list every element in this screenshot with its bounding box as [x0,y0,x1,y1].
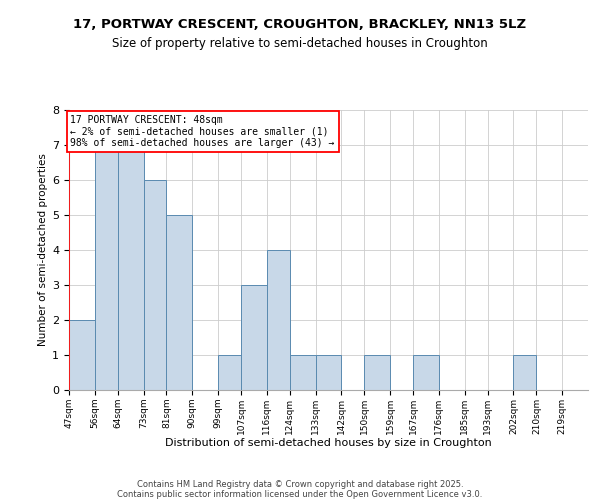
Bar [364,355,390,390]
Bar [316,355,341,390]
Bar [118,145,143,390]
Bar [143,180,166,390]
Bar [514,355,536,390]
Bar [267,250,290,390]
Bar [166,215,192,390]
Bar [290,355,316,390]
Bar [413,355,439,390]
Text: Contains public sector information licensed under the Open Government Licence v3: Contains public sector information licen… [118,490,482,499]
Bar [95,145,118,390]
Text: 17, PORTWAY CRESCENT, CROUGHTON, BRACKLEY, NN13 5LZ: 17, PORTWAY CRESCENT, CROUGHTON, BRACKLE… [73,18,527,30]
Bar [218,355,241,390]
Text: Contains HM Land Registry data © Crown copyright and database right 2025.: Contains HM Land Registry data © Crown c… [137,480,463,489]
Text: 17 PORTWAY CRESCENT: 48sqm
← 2% of semi-detached houses are smaller (1)
98% of s: 17 PORTWAY CRESCENT: 48sqm ← 2% of semi-… [70,116,335,148]
Y-axis label: Number of semi-detached properties: Number of semi-detached properties [38,154,48,346]
X-axis label: Distribution of semi-detached houses by size in Croughton: Distribution of semi-detached houses by … [165,438,492,448]
Bar [241,285,267,390]
Bar [69,320,95,390]
Text: Size of property relative to semi-detached houses in Croughton: Size of property relative to semi-detach… [112,38,488,51]
